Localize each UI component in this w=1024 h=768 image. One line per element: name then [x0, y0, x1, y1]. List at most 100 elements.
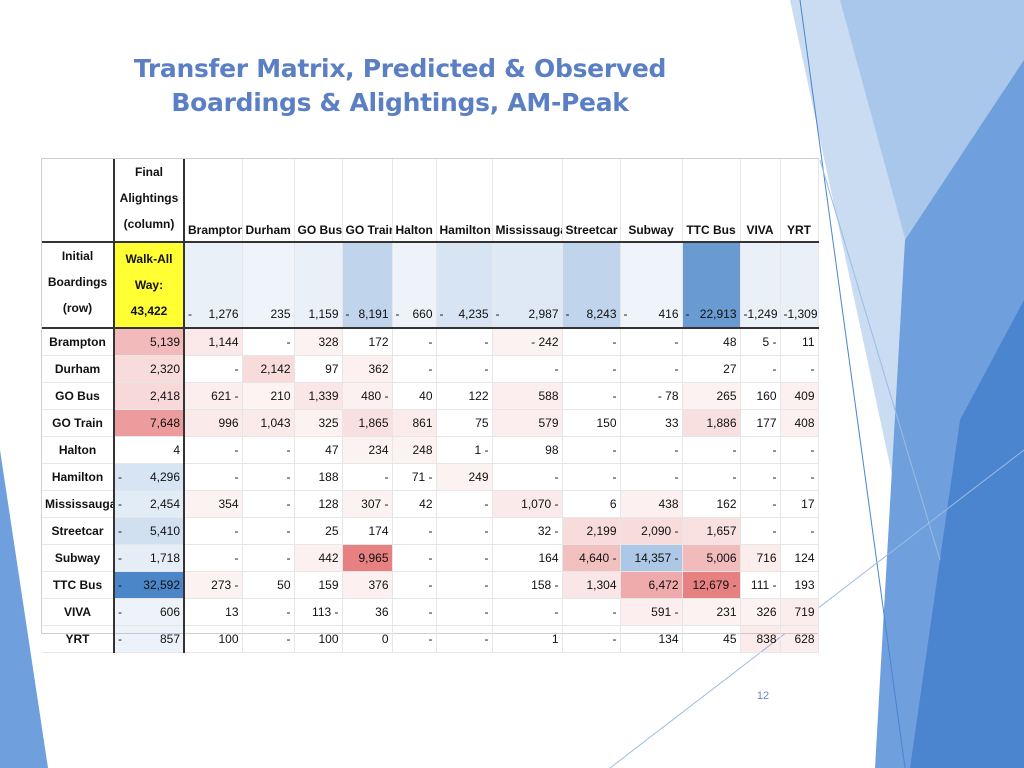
cell-value: 5,410	[149, 524, 180, 538]
walk-value: 7,648	[113, 409, 185, 437]
cell-value: 22,913	[699, 307, 737, 321]
transfer-value: 716	[740, 544, 781, 572]
dash-mark: -	[345, 307, 350, 321]
corner-label: Final Alightings (column)	[113, 159, 185, 243]
transfer-value: 1	[492, 625, 563, 653]
transfer-value: 409	[780, 382, 819, 410]
transfer-value: -	[780, 355, 819, 383]
cell-value: 32,592	[143, 578, 180, 592]
empty-corner-cell	[42, 159, 115, 243]
transfer-value: 172	[342, 328, 393, 356]
initial-boarding-value: - 416	[620, 242, 683, 329]
column-header: Mississauga	[492, 159, 563, 243]
transfer-value: -	[562, 355, 621, 383]
transfer-value: 1,144	[184, 328, 243, 356]
initial-boarding-value: -8,191	[342, 242, 393, 329]
transfer-value: -	[562, 436, 621, 464]
transfer-value: -	[682, 463, 741, 491]
dash-mark: -	[783, 307, 788, 321]
row-label: Hamilton	[42, 463, 115, 491]
transfer-value: 838	[740, 625, 781, 653]
transfer-value: 48	[682, 328, 741, 356]
transfer-value: -	[740, 463, 781, 491]
transfer-value: -	[184, 436, 243, 464]
cell-line: Initial	[61, 249, 94, 263]
cell-value: 1,249	[747, 307, 778, 321]
cell-value: 1,309	[787, 307, 818, 321]
transfer-value: -	[780, 463, 819, 491]
transfer-value: 719	[780, 598, 819, 626]
transfer-value: 177	[740, 409, 781, 437]
column-header: Streetcar	[562, 159, 621, 243]
transfer-value: -	[392, 544, 437, 572]
matrix-row: Durham 2,320-2,142 97 362- - - - -27- -	[42, 355, 819, 383]
cell-value: 857	[159, 632, 180, 646]
cell-line: Boardings	[47, 275, 108, 289]
transfer-value: -	[184, 544, 243, 572]
dash-mark: -	[118, 524, 122, 538]
transfer-value: -	[562, 625, 621, 653]
initial-boarding-value: - 8,243	[562, 242, 621, 329]
transfer-value: 45	[682, 625, 741, 653]
matrix-row: Mississauga -2,454 354-128 307 -42-1,070 -6…	[42, 490, 819, 518]
transfer-value: -	[436, 517, 493, 545]
transfer-value: 12,679 -	[682, 571, 741, 599]
dash-mark: -	[188, 307, 192, 321]
transfer-value: 579	[492, 409, 563, 437]
transfer-value: -	[242, 463, 295, 491]
transfer-value: 174	[342, 517, 393, 545]
transfer-value: - 78	[620, 382, 683, 410]
dash-mark: -	[118, 497, 122, 511]
cell-value: 1,276	[208, 307, 239, 321]
column-header: Brampton	[184, 159, 243, 243]
matrix-row: YRT -857 100-100 0- -1-134 45 838 628	[42, 625, 819, 653]
transfer-value: 621 -	[184, 382, 243, 410]
transfer-value: -	[436, 625, 493, 653]
transfer-value: -	[392, 328, 437, 356]
transfer-value: -	[436, 598, 493, 626]
transfer-value: 98	[492, 436, 563, 464]
transfer-value: -	[740, 355, 781, 383]
row-label: Durham	[42, 355, 115, 383]
transfer-value: 159	[294, 571, 343, 599]
transfer-value: -	[392, 355, 437, 383]
transfer-value: -	[740, 436, 781, 464]
transfer-value: 210	[242, 382, 295, 410]
row-label: TTC Bus	[42, 571, 115, 599]
transfer-matrix: Final Alightings (column) Brampton Durham GO …	[42, 159, 819, 653]
transfer-value: -	[492, 463, 563, 491]
walk-value: - 1,718	[113, 544, 185, 572]
transfer-value: 162	[682, 490, 741, 518]
row-label: Brampton	[42, 328, 115, 356]
transfer-value: 5,006	[682, 544, 741, 572]
transfer-value: 50	[242, 571, 295, 599]
transfer-value: -	[562, 382, 621, 410]
cell-line: Walk-All	[125, 252, 173, 266]
transfer-value: 42	[392, 490, 437, 518]
walk-value: 2,418	[113, 382, 185, 410]
transfer-value: -	[392, 598, 437, 626]
transfer-value: -	[740, 490, 781, 518]
transfer-value: 480 -	[342, 382, 393, 410]
transfer-value: 307 -	[342, 490, 393, 518]
walk-value: - 32,592	[113, 571, 185, 599]
transfer-value: 6,472	[620, 571, 683, 599]
transfer-value: 1,339	[294, 382, 343, 410]
row-label: GO Bus	[42, 382, 115, 410]
transfer-value: -	[242, 436, 295, 464]
cell-value: 8,243	[586, 307, 617, 321]
walk-value: - 857	[113, 625, 185, 653]
transfer-value: -	[436, 328, 493, 356]
transfer-value: -	[436, 544, 493, 572]
column-header: Durham	[242, 159, 295, 243]
row-label: Halton	[42, 436, 115, 464]
transfer-value: 1 -	[436, 436, 493, 464]
dash-mark: -	[118, 578, 122, 592]
transfer-value: -	[682, 436, 741, 464]
transfer-value: 36	[342, 598, 393, 626]
transfer-value: -	[492, 598, 563, 626]
initial-boarding-value: -660	[392, 242, 437, 329]
initial-boarding-value: -4,235	[436, 242, 493, 329]
transfer-value: 628	[780, 625, 819, 653]
